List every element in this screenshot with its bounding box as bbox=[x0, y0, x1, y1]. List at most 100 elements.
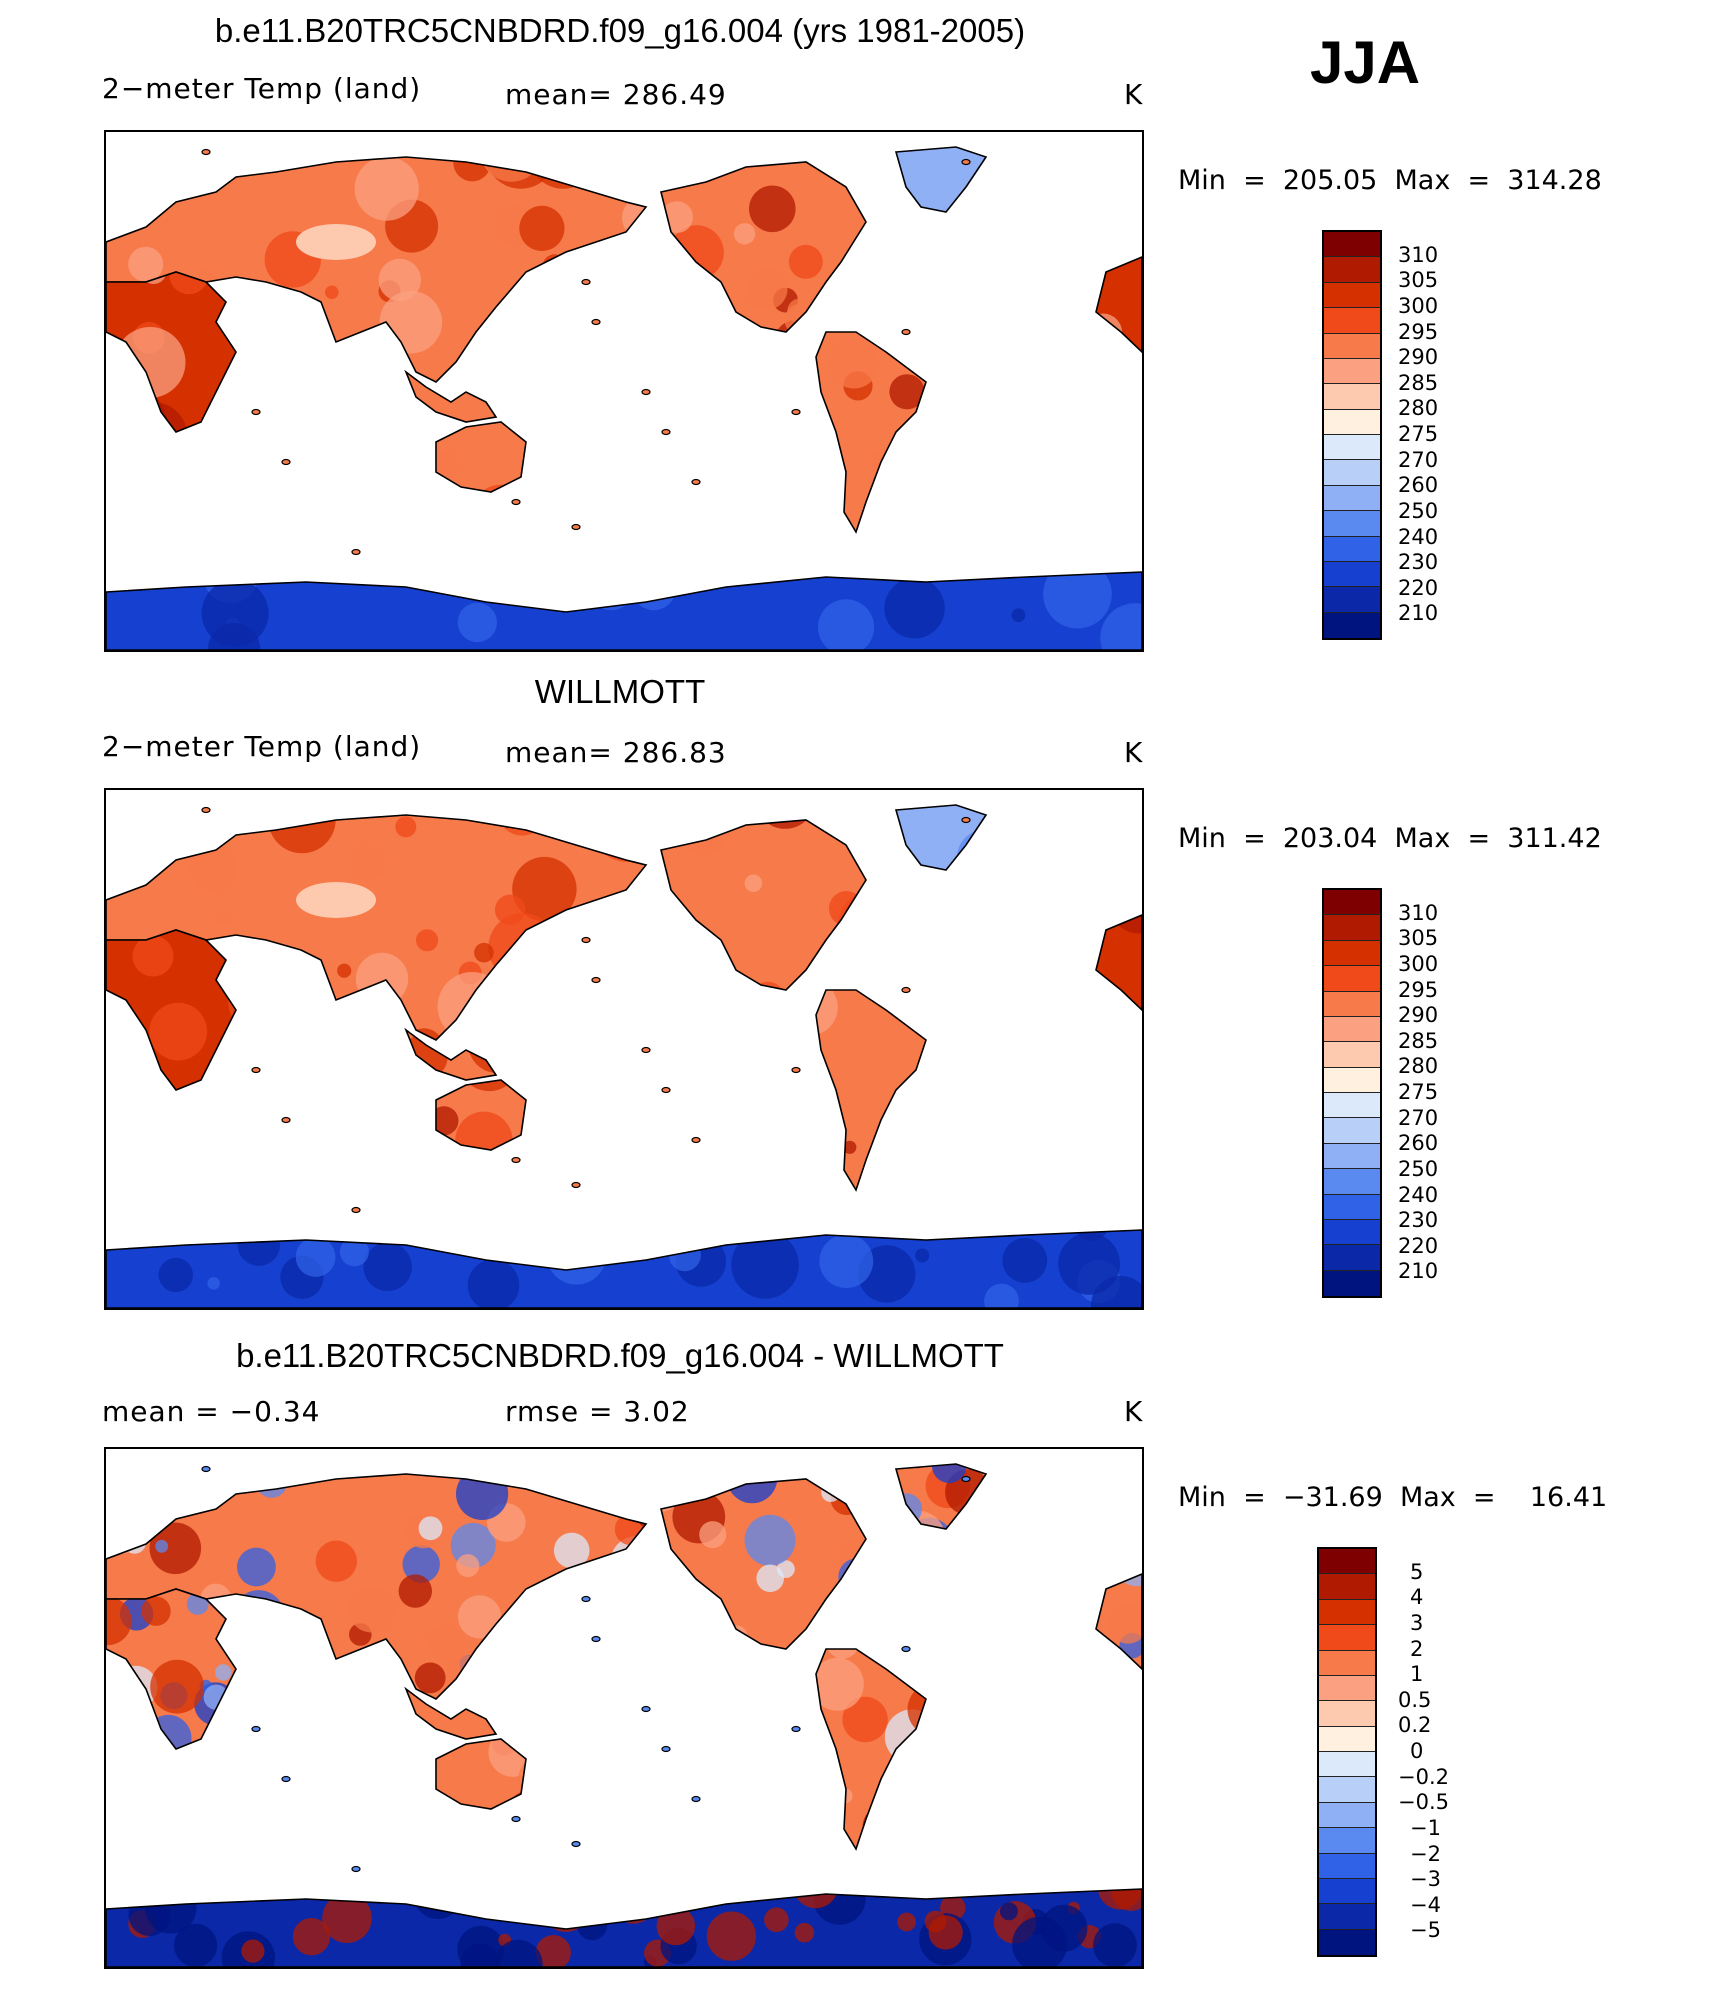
colorbar-tick-label: 285 bbox=[1398, 370, 1439, 395]
panel-1-colorbar bbox=[1322, 230, 1382, 640]
colorbar-swatch bbox=[1324, 257, 1380, 283]
colorbar-swatch bbox=[1324, 890, 1380, 916]
colorbar-tick-label: 270 bbox=[1398, 447, 1439, 472]
colorbar-swatch bbox=[1324, 1042, 1380, 1068]
colorbar-swatch bbox=[1319, 1904, 1375, 1930]
colorbar-swatch bbox=[1319, 1675, 1375, 1702]
panel-3-rmse: rmse = 3.02 bbox=[505, 1395, 690, 1428]
colorbar-tick-label: 5 bbox=[1410, 1559, 1424, 1584]
colorbar-tick-label: −3 bbox=[1410, 1867, 1441, 1892]
colorbar-tick-label: 310 bbox=[1398, 242, 1439, 267]
colorbar-tick-label: 2 bbox=[1410, 1636, 1424, 1661]
colorbar-tick-label: 300 bbox=[1398, 293, 1439, 318]
colorbar-swatch bbox=[1324, 991, 1380, 1017]
colorbar-swatch bbox=[1324, 612, 1380, 638]
colorbar-tick-label: 250 bbox=[1398, 1156, 1439, 1181]
season-label: JJA bbox=[1310, 29, 1421, 96]
colorbar-tick-label: 310 bbox=[1398, 900, 1439, 925]
colorbar-tick-label: 3 bbox=[1410, 1610, 1424, 1635]
colorbar-tick-label: 290 bbox=[1398, 1003, 1439, 1028]
colorbar-tick-label: 300 bbox=[1398, 951, 1439, 976]
colorbar-swatch bbox=[1324, 308, 1380, 334]
panel-1-map bbox=[104, 130, 1144, 652]
colorbar-swatch bbox=[1324, 435, 1380, 461]
panel-2-colorbar bbox=[1322, 888, 1382, 1298]
colorbar-swatch bbox=[1324, 1093, 1380, 1119]
colorbar-swatch bbox=[1319, 1574, 1375, 1600]
colorbar-tick-label: 275 bbox=[1398, 1080, 1439, 1104]
colorbar-tick-label: 210 bbox=[1398, 601, 1439, 626]
colorbar-swatch bbox=[1324, 966, 1380, 992]
colorbar-tick-label: −1 bbox=[1410, 1815, 1441, 1840]
colorbar-swatch bbox=[1319, 1726, 1375, 1752]
colorbar-tick-label: 260 bbox=[1398, 1131, 1439, 1156]
panel-2-colorbar-labels: 310 305 300 295 290 285 280 275 270 260 250 240 230 2… bbox=[1398, 888, 1498, 1298]
colorbar-tick-label: 220 bbox=[1398, 575, 1439, 600]
colorbar-swatch bbox=[1324, 1143, 1380, 1170]
panel-2-mean: mean= 286.83 bbox=[505, 736, 727, 769]
panel-3-units: K bbox=[1124, 1395, 1144, 1428]
colorbar-swatch bbox=[1319, 1853, 1375, 1879]
colorbar-swatch bbox=[1324, 1245, 1380, 1271]
colorbar-swatch bbox=[1324, 561, 1380, 588]
colorbar-swatch bbox=[1324, 1016, 1380, 1043]
panel-2-world-map bbox=[106, 804, 1142, 1308]
panel-1-minmax: Min = 205.05 Max = 314.28 bbox=[1178, 165, 1602, 196]
colorbar-tick-label: 305 bbox=[1398, 926, 1439, 951]
colorbar-swatch bbox=[1324, 460, 1380, 486]
colorbar-tick-label: 4 bbox=[1410, 1585, 1424, 1610]
colorbar-tick-label: −0.2 bbox=[1398, 1764, 1449, 1789]
colorbar-tick-label: 210 bbox=[1398, 1259, 1439, 1284]
colorbar-tick-label: 270 bbox=[1398, 1105, 1439, 1130]
panel-1-mean: mean= 286.49 bbox=[505, 78, 727, 111]
panel-3-title: b.e11.B20TRC5CNBDRD.f09_g16.004 - WILLMO… bbox=[236, 1337, 1004, 1374]
colorbar-tick-label: 0.5 bbox=[1398, 1687, 1432, 1712]
colorbar-swatch bbox=[1324, 1194, 1380, 1220]
colorbar-swatch bbox=[1324, 1118, 1380, 1144]
colorbar-tick-label: −5 bbox=[1410, 1918, 1441, 1943]
panel-3-world-map bbox=[106, 1463, 1142, 1967]
panel-2-units: K bbox=[1124, 736, 1144, 769]
colorbar-swatch bbox=[1319, 1625, 1375, 1651]
colorbar-tick-label: 240 bbox=[1398, 524, 1439, 549]
colorbar-swatch bbox=[1324, 358, 1380, 385]
colorbar-swatch bbox=[1324, 384, 1380, 410]
panel-1-units: K bbox=[1124, 78, 1144, 111]
colorbar-swatch bbox=[1319, 1802, 1375, 1829]
colorbar-tick-label: 260 bbox=[1398, 473, 1439, 498]
colorbar-tick-label: 0.2 bbox=[1398, 1713, 1432, 1738]
panel-3-mean: mean = −0.34 bbox=[102, 1395, 321, 1428]
colorbar-tick-label: −0.5 bbox=[1398, 1790, 1449, 1815]
panel-1-world-map bbox=[106, 146, 1142, 650]
colorbar-swatch bbox=[1319, 1929, 1375, 1955]
colorbar-swatch bbox=[1324, 1169, 1380, 1195]
colorbar-swatch bbox=[1324, 587, 1380, 613]
colorbar-swatch bbox=[1324, 232, 1380, 258]
colorbar-tick-label: 275 bbox=[1398, 422, 1439, 446]
panel-3-minmax: Min = −31.69 Max = 16.41 bbox=[1178, 1482, 1608, 1513]
colorbar-swatch bbox=[1319, 1701, 1375, 1727]
colorbar-tick-label: 290 bbox=[1398, 345, 1439, 370]
land-eurasia bbox=[106, 157, 646, 382]
colorbar-tick-label: 230 bbox=[1398, 550, 1439, 575]
colorbar-tick-label: 240 bbox=[1398, 1182, 1439, 1207]
colorbar-swatch bbox=[1324, 1219, 1380, 1246]
colorbar-swatch bbox=[1319, 1777, 1375, 1803]
colorbar-swatch bbox=[1319, 1599, 1375, 1626]
colorbar-swatch bbox=[1324, 409, 1380, 435]
panel-1-title: b.e11.B20TRC5CNBDRD.f09_g16.004 (yrs 198… bbox=[214, 12, 1026, 49]
colorbar-tick-label: −4 bbox=[1410, 1892, 1441, 1917]
colorbar-swatch bbox=[1324, 333, 1380, 359]
colorbar-swatch bbox=[1324, 915, 1380, 941]
colorbar-swatch bbox=[1324, 940, 1380, 967]
colorbar-swatch bbox=[1319, 1549, 1375, 1575]
colorbar-tick-label: −2 bbox=[1410, 1841, 1441, 1866]
colorbar-swatch bbox=[1324, 536, 1380, 562]
colorbar-tick-label: 285 bbox=[1398, 1028, 1439, 1053]
panel-1-colorbar-labels: 310 305 300 295 290 285 280 275 270 260 250 240 230 2… bbox=[1398, 230, 1498, 640]
colorbar-swatch bbox=[1319, 1828, 1375, 1854]
colorbar-tick-label: 280 bbox=[1398, 1054, 1439, 1079]
panel-2-map bbox=[104, 788, 1144, 1310]
panel-2-minmax: Min = 203.04 Max = 311.42 bbox=[1178, 823, 1602, 854]
panel-2-title: WILLMOTT bbox=[534, 673, 706, 710]
